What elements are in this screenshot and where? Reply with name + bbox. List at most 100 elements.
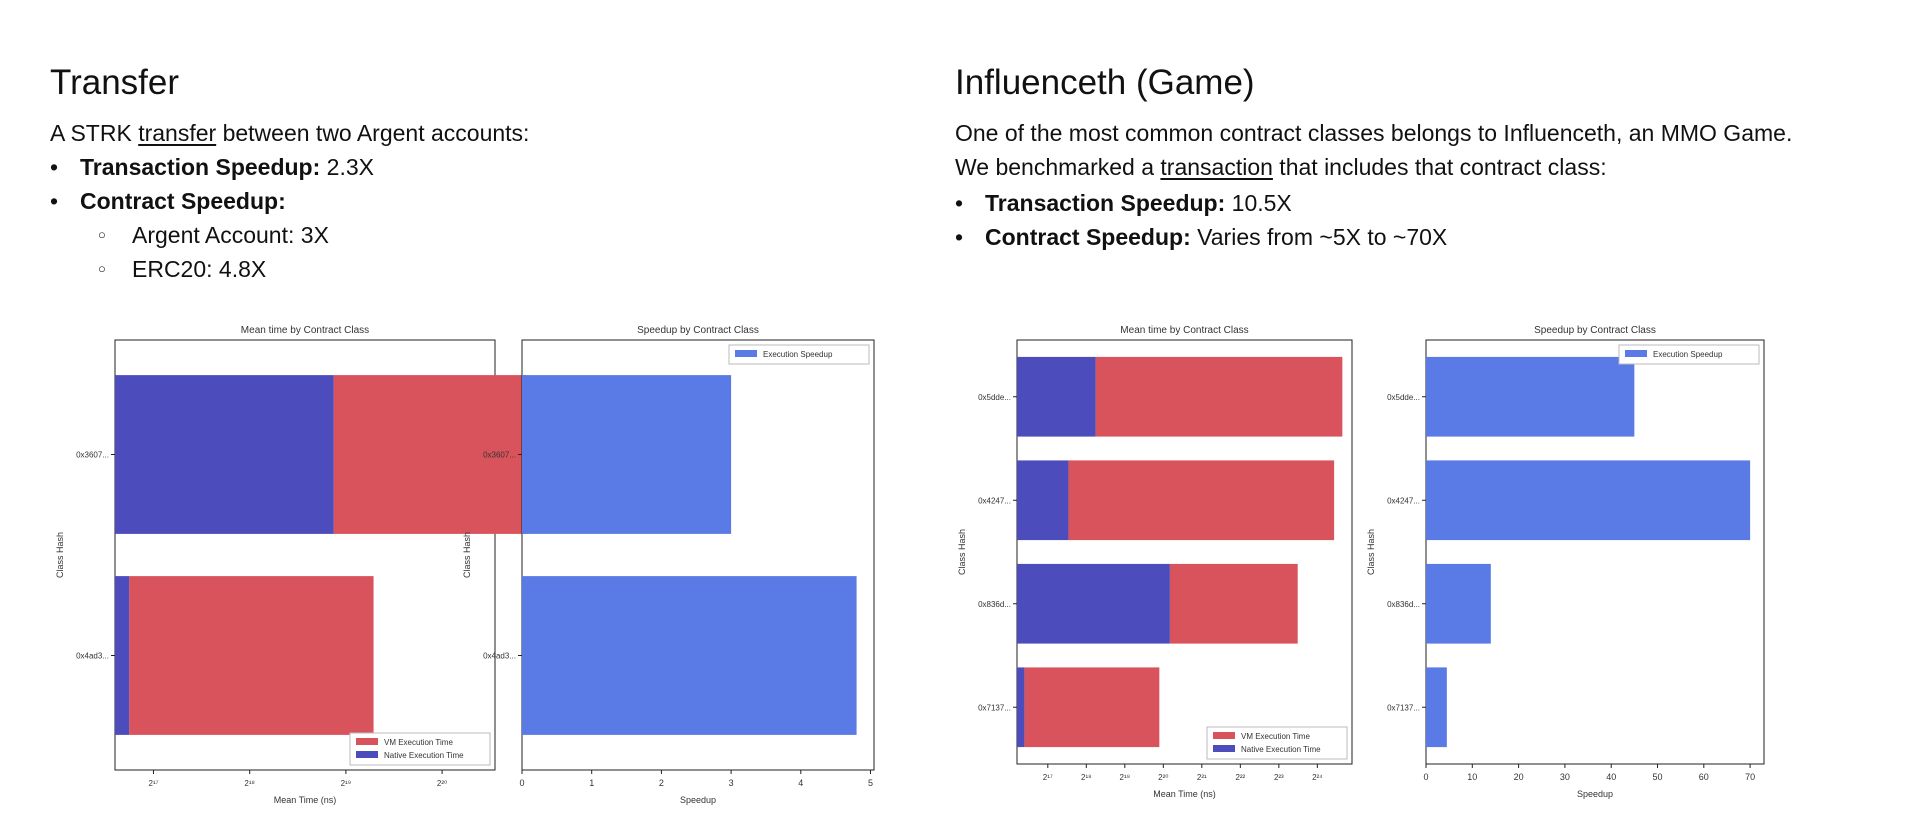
x-tick-label: 2²³ — [1274, 773, 1284, 782]
x-tick-label: 1 — [589, 778, 594, 788]
x-tick-label: 2²⁰ — [1158, 773, 1168, 782]
bar-native-0x4ad3 — [115, 576, 130, 735]
x-axis-label: Mean Time (ns) — [1153, 789, 1216, 799]
chart-title: Speedup by Contract Class — [1534, 325, 1656, 336]
y-tick-label: 0x4247... — [978, 496, 1011, 505]
x-tick-label: 3 — [729, 778, 734, 788]
x-tick-label: 2 — [659, 778, 664, 788]
transfer-bullet-tx-label: Transaction Speedup: — [80, 154, 321, 180]
influenceth-line2-prefix: We benchmarked a — [955, 154, 1161, 180]
bar-vm-0x7137 — [1024, 667, 1160, 748]
y-axis-label: Class Hash — [462, 532, 472, 578]
transfer-bullet-contract-label: Contract Speedup: — [80, 188, 286, 214]
x-tick-label: 30 — [1560, 772, 1570, 782]
plot-area — [1425, 339, 1765, 765]
y-tick-label: 0x4ad3... — [483, 652, 516, 661]
influenceth-line2-suffix: that includes that contract class: — [1272, 154, 1607, 180]
bar-vm-0x5dde — [1095, 356, 1343, 437]
transfer-heading: Transfer — [50, 63, 180, 102]
x-tick-label: 2²⁴ — [1312, 773, 1323, 782]
transfer-sub-bullets: Argent Account: 3X ERC20: 4.8X — [80, 218, 374, 286]
influenceth-heading: Influenceth (Game) — [955, 63, 1255, 102]
y-axis-label: Class Hash — [55, 532, 65, 578]
influenceth-bullet-tx-value: 10.5X — [1225, 190, 1292, 216]
bar-vm-0x836d — [1169, 563, 1298, 644]
plot-area — [114, 339, 496, 771]
x-tick-label: 2¹⁸ — [1081, 773, 1092, 782]
influenceth-bullet-contract-label: Contract Speedup: — [985, 224, 1191, 250]
influenceth-line2: We benchmarked a transaction that includ… — [955, 150, 1607, 184]
transfer-bullet-tx-value: 2.3X — [320, 154, 374, 180]
bar-native-0x3607 — [115, 375, 334, 534]
x-tick-label: 2¹⁷ — [148, 779, 158, 788]
x-tick-label: 2²² — [1235, 773, 1245, 782]
chart-title: Mean time by Contract Class — [1120, 325, 1248, 336]
bar-vm-0x3607 — [333, 375, 527, 534]
y-tick-label: 0x4247... — [1387, 496, 1420, 505]
y-tick-label: 0x7137... — [1387, 703, 1420, 712]
x-tick-label: 2²¹ — [1197, 773, 1207, 782]
x-tick-label: 40 — [1606, 772, 1616, 782]
y-axis-label: Class Hash — [1366, 529, 1376, 575]
influenceth-speedup-chart: Speedup by Contract Class 0 10 20 30 40 50 60 70… — [1366, 325, 1765, 799]
y-tick-label: 0x4ad3... — [76, 652, 109, 661]
legend-label-execution-speedup: Execution Speedup — [763, 350, 833, 359]
influenceth-bullet-tx-label: Transaction Speedup: — [985, 190, 1226, 216]
transfer-speedup-chart: Speedup by Contract Class 0 1 2 3 4 5 Speedup Cl… — [462, 325, 875, 805]
x-axis-label: Mean Time (ns) — [274, 795, 337, 805]
x-axis-label: Speedup — [1577, 789, 1613, 799]
y-tick-label: 0x836d... — [1387, 600, 1420, 609]
x-tick-label: 0 — [519, 778, 524, 788]
x-tick-label: 0 — [1423, 772, 1428, 782]
transfer-intro-suffix: between two Argent accounts: — [216, 120, 530, 146]
bar-native-0x4247 — [1017, 460, 1069, 541]
bar-speedup-0x7137 — [1426, 667, 1447, 748]
legend-swatch-execution-speedup — [1625, 350, 1647, 357]
x-tick-label: 2¹⁹ — [1120, 773, 1131, 782]
bar-vm-0x4ad3 — [129, 576, 374, 735]
influenceth-mean-time-chart: Mean time by Contract Class 2¹⁷ 2¹⁸ 2¹⁹ 2²⁰ 2… — [957, 325, 1353, 799]
bar-speedup-0x5dde — [1426, 356, 1635, 437]
transfer-bullet-contract: Contract Speedup: Argent Account: 3X ERC… — [50, 184, 374, 286]
bar-native-0x7137 — [1017, 667, 1025, 748]
transfer-bullet-tx: Transaction Speedup: 2.3X — [50, 150, 374, 184]
y-tick-label: 0x5dde... — [978, 393, 1011, 402]
transfer-intro: A STRK transfer between two Argent accou… — [50, 116, 529, 150]
x-tick-label: 60 — [1699, 772, 1709, 782]
legend-label-execution-speedup: Execution Speedup — [1653, 350, 1723, 359]
bar-native-0x836d — [1017, 563, 1170, 644]
influenceth-bullet-contract-value: Varies from ~5X to ~70X — [1190, 224, 1448, 250]
transfer-sub-argent: Argent Account: 3X — [92, 218, 374, 252]
y-tick-label: 0x7137... — [978, 703, 1011, 712]
transaction-link[interactable]: transaction — [1160, 154, 1273, 180]
bar-speedup-0x836d — [1426, 563, 1491, 644]
x-tick-label: 2¹⁸ — [244, 779, 255, 788]
x-axis-label: Speedup — [680, 795, 716, 805]
x-tick-label: 20 — [1514, 772, 1524, 782]
transfer-link[interactable]: transfer — [138, 120, 217, 146]
legend-label-native-execution-time: Native Execution Time — [384, 751, 464, 760]
x-tick-label: 50 — [1652, 772, 1662, 782]
y-tick-label: 0x3607... — [76, 451, 109, 460]
chart-title: Speedup by Contract Class — [637, 325, 759, 336]
bar-speedup-0x4ad3 — [522, 576, 857, 735]
x-tick-label: 4 — [798, 778, 803, 788]
y-tick-label: 0x5dde... — [1387, 393, 1420, 402]
x-tick-label: 70 — [1745, 772, 1755, 782]
transfer-sub-erc20: ERC20: 4.8X — [92, 252, 374, 286]
influenceth-bullet-contract: Contract Speedup: Varies from ~5X to ~70… — [955, 220, 1447, 254]
legend-label-vm-execution-time: VM Execution Time — [1241, 732, 1310, 741]
x-tick-label: 2¹⁹ — [341, 779, 352, 788]
legend-swatch-native-execution-time — [1213, 745, 1235, 752]
x-tick-label: 2²⁰ — [437, 779, 447, 788]
y-axis-label: Class Hash — [957, 529, 967, 575]
influenceth-bullet-tx: Transaction Speedup: 10.5X — [955, 186, 1447, 220]
plot-area — [521, 339, 875, 771]
bar-speedup-0x4247 — [1426, 460, 1751, 541]
x-tick-label: 5 — [868, 778, 873, 788]
bar-native-0x5dde — [1017, 356, 1096, 437]
legend-swatch-vm-execution-time — [1213, 732, 1235, 739]
x-tick-label: 2¹⁷ — [1043, 773, 1053, 782]
transfer-bullets: Transaction Speedup: 2.3X Contract Speed… — [50, 150, 374, 286]
influenceth-bullets: Transaction Speedup: 10.5X Contract Spee… — [955, 186, 1447, 254]
